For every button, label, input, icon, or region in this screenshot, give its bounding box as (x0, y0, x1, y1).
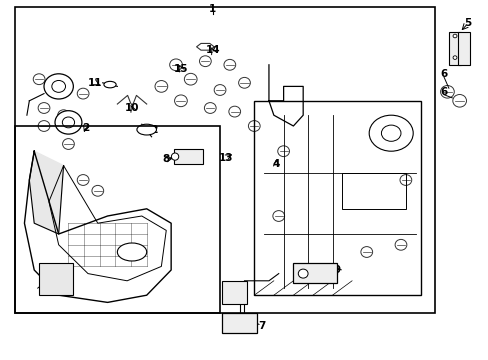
Text: 13: 13 (218, 153, 233, 163)
Bar (457, 32, 469, 65)
Bar (293, 263, 337, 283)
Ellipse shape (174, 95, 187, 107)
Ellipse shape (55, 111, 82, 134)
Ellipse shape (155, 81, 167, 92)
Text: 8: 8 (163, 154, 169, 164)
Ellipse shape (58, 110, 69, 121)
Bar (222, 281, 246, 304)
Ellipse shape (224, 59, 235, 70)
Polygon shape (29, 151, 63, 234)
Ellipse shape (298, 269, 307, 278)
Ellipse shape (44, 74, 73, 99)
Ellipse shape (214, 85, 225, 95)
Text: 7: 7 (257, 321, 265, 331)
Bar (342, 173, 405, 209)
Text: 2: 2 (82, 123, 89, 133)
Ellipse shape (452, 56, 456, 59)
Ellipse shape (184, 73, 197, 85)
Ellipse shape (137, 124, 156, 135)
Ellipse shape (204, 103, 216, 113)
Ellipse shape (92, 185, 103, 196)
Bar (15, 126, 220, 313)
Ellipse shape (33, 74, 45, 85)
Ellipse shape (77, 88, 89, 99)
Bar (222, 313, 256, 333)
Text: 1: 1 (209, 4, 216, 14)
Text: 14: 14 (205, 45, 220, 55)
Bar (173, 149, 203, 164)
Ellipse shape (381, 125, 400, 141)
Text: 5: 5 (464, 18, 470, 28)
Ellipse shape (77, 175, 89, 185)
Ellipse shape (368, 115, 412, 151)
Text: 3: 3 (38, 281, 45, 291)
Text: 10: 10 (124, 103, 139, 113)
Text: 15: 15 (173, 64, 188, 74)
Bar (448, 32, 460, 65)
Text: 6: 6 (440, 69, 447, 79)
Ellipse shape (171, 153, 179, 160)
Text: 12: 12 (144, 125, 159, 135)
Ellipse shape (62, 139, 74, 149)
Ellipse shape (440, 86, 453, 98)
Ellipse shape (117, 243, 146, 261)
Ellipse shape (394, 239, 406, 250)
Ellipse shape (277, 146, 289, 157)
Ellipse shape (38, 121, 50, 131)
Ellipse shape (169, 59, 182, 71)
Text: 11: 11 (88, 78, 102, 88)
Ellipse shape (452, 95, 466, 107)
Bar (254, 101, 420, 295)
Ellipse shape (238, 77, 250, 88)
Ellipse shape (399, 175, 411, 185)
Text: 9: 9 (333, 265, 340, 275)
Ellipse shape (104, 81, 116, 88)
Ellipse shape (38, 103, 50, 113)
Ellipse shape (360, 247, 372, 257)
Text: 6: 6 (440, 87, 447, 97)
Ellipse shape (248, 121, 260, 131)
Text: 4: 4 (272, 159, 280, 169)
Ellipse shape (452, 34, 456, 38)
Ellipse shape (62, 117, 74, 128)
Bar (15, 7, 434, 313)
Ellipse shape (52, 81, 65, 93)
Bar (39, 263, 73, 295)
Ellipse shape (228, 106, 240, 117)
Ellipse shape (199, 56, 211, 67)
Ellipse shape (272, 211, 284, 221)
